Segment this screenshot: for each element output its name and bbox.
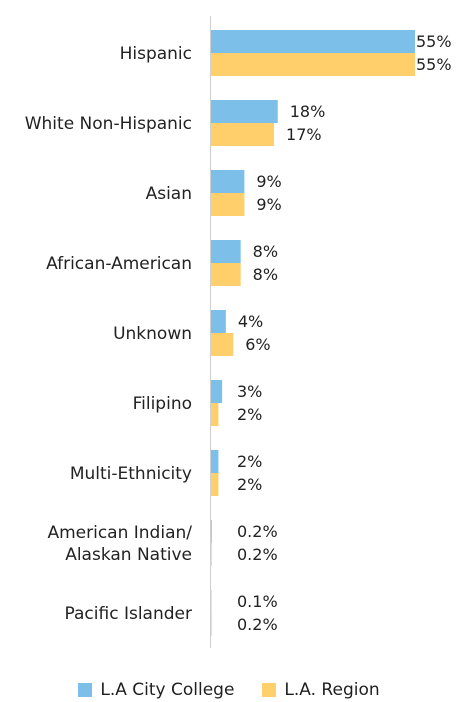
bar-series-1 [211,193,245,216]
value-label-series-1: 55% [416,55,452,74]
category-labels: Hispanic White Non-Hispanic Asian African-A… [25,44,193,624]
value-label-series-0: 0.2% [237,522,278,541]
value-label-series-1: 2% [237,405,262,424]
legend-item-series-0: L.A City College [78,680,234,700]
category-label: African-American [46,254,192,274]
legend-swatch-series-1 [262,683,277,697]
value-label-series-1: 6% [245,335,270,354]
value-label-series-1: 2% [237,475,262,494]
bar-series-1 [211,543,212,566]
bar-series-0 [211,100,278,123]
value-label-series-0: 8% [253,242,278,261]
category-label: Pacific Islander [65,604,192,624]
bar-series-0 [211,520,212,543]
bar-series-0 [211,310,226,333]
value-label-series-1: 9% [256,195,281,214]
value-label-series-0: 9% [256,172,281,191]
value-label-series-0: 55% [416,32,452,51]
value-label-series-0: 4% [238,312,263,331]
bar-series-0 [211,170,245,193]
value-label-series-0: 2% [237,452,262,471]
value-label-series-0: 0.1% [237,592,278,611]
value-label-series-1: 17% [286,125,322,144]
bar-series-1 [211,333,234,356]
bar-series-0 [211,240,241,263]
legend-item-series-1: L.A. Region [262,680,380,700]
bar-series-0 [211,450,219,473]
category-label: Multi-Ethnicity [70,464,192,484]
category-label: American Indian/Alaskan Native [47,523,192,565]
value-label-series-1: 8% [253,265,278,284]
bar-series-1 [211,263,241,286]
bar-series-1 [211,473,219,496]
category-label: White Non-Hispanic [25,114,192,134]
bar-series-0 [211,380,223,403]
category-label: Filipino [133,394,192,414]
bar-series-1 [211,613,212,636]
category-label: Unknown [113,324,192,344]
value-labels: 55% 55% 18% 17% 9% 9% 8% 8% 4% 6% 3% 2% 2% 2% 0.2% 0.2%… [237,32,452,634]
bar-series-1 [211,123,275,146]
bar-series-1 [211,403,219,426]
value-label-series-0: 18% [290,102,326,121]
category-label: Asian [146,184,192,204]
legend-swatch-series-0 [78,683,93,697]
legend-label-series-0: L.A City College [100,680,235,700]
bar-series-1 [211,53,415,76]
value-label-series-0: 3% [237,382,262,401]
bars [211,30,415,636]
category-label: Hispanic [120,44,192,64]
bar-series-0 [211,30,415,53]
value-label-series-1: 0.2% [237,615,278,634]
legend: L.A City College L.A. Region [0,678,458,702]
legend-label-series-1: L.A. Region [284,680,380,700]
value-label-series-1: 0.2% [237,545,278,564]
